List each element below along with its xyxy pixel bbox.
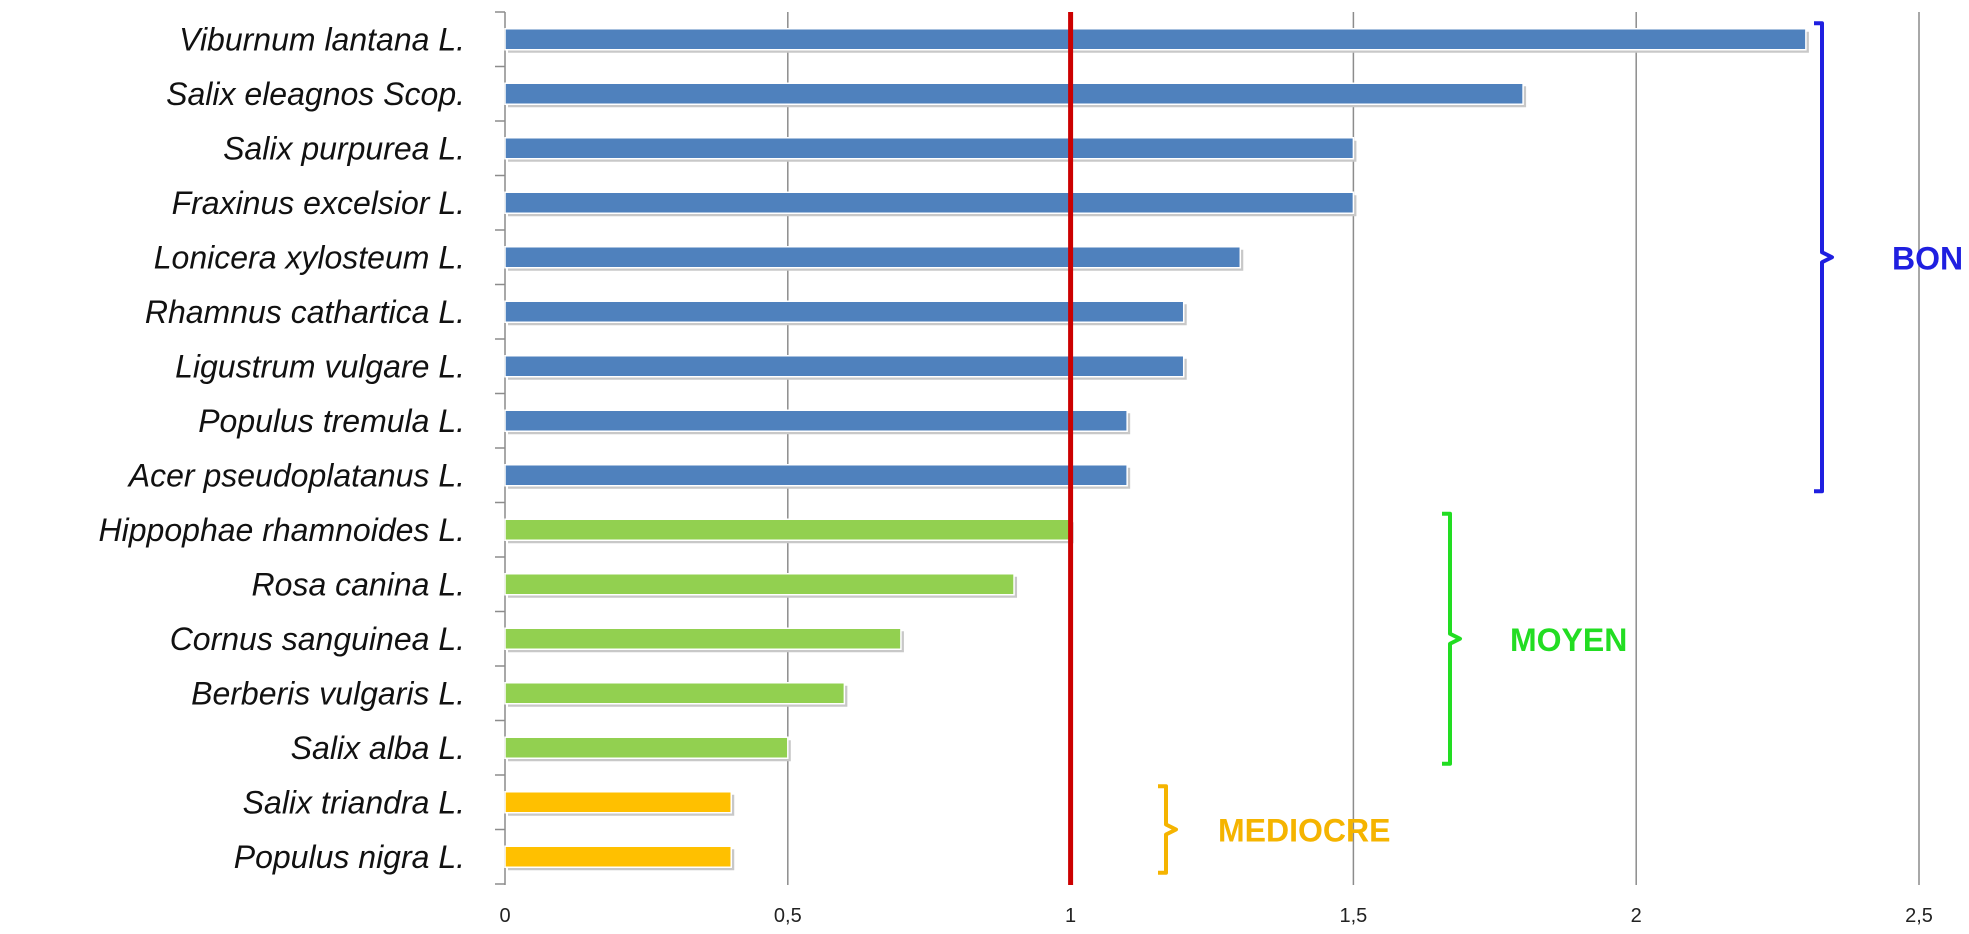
category-label: Berberis vulgaris L. xyxy=(191,675,465,711)
bar xyxy=(504,573,1015,596)
x-tick-label: 1,5 xyxy=(1339,905,1367,927)
bars xyxy=(504,28,1809,871)
bar xyxy=(504,627,902,650)
x-tick-label: 1 xyxy=(1065,905,1076,927)
group-bracket-mediocre xyxy=(1158,784,1178,875)
bar xyxy=(504,518,1072,541)
category-labels: Viburnum lantana L. Salix eleagnos Scop. S… xyxy=(99,21,465,875)
group-label-mediocre: MEDIOCRE xyxy=(1218,813,1390,849)
bar xyxy=(504,137,1355,160)
category-label: Rhamnus cathartica L. xyxy=(145,294,465,330)
group-label-moyen: MOYEN xyxy=(1510,622,1627,658)
x-tick-label: 0 xyxy=(499,905,510,927)
bar xyxy=(504,682,846,705)
bar xyxy=(504,191,1355,214)
category-label: Ligustrum vulgare L. xyxy=(175,348,465,384)
category-label: Lonicera xylosteum L. xyxy=(154,239,465,275)
category-label: Viburnum lantana L. xyxy=(179,21,465,57)
group-bracket-moyen xyxy=(1442,511,1462,766)
bar xyxy=(504,464,1128,487)
bar xyxy=(504,28,1807,51)
group-brackets: BON MOYEN MEDIOCRE xyxy=(1158,21,1963,875)
bar xyxy=(504,845,732,868)
category-label: Salix alba L. xyxy=(291,730,465,766)
category-label: Salix eleagnos Scop. xyxy=(166,76,465,112)
x-tick-labels: 0 0,5 1 1,5 2 2,5 xyxy=(499,905,1932,927)
group-label-bon: BON xyxy=(1892,240,1963,276)
bar xyxy=(504,736,789,759)
bar xyxy=(504,246,1242,269)
bar xyxy=(504,791,732,814)
category-label: Salix triandra L. xyxy=(243,784,465,820)
category-label: Rosa canina L. xyxy=(252,566,465,602)
group-bracket-bon xyxy=(1814,21,1834,494)
category-label: Hippophae rhamnoides L. xyxy=(99,512,465,548)
category-label: Salix purpurea L. xyxy=(223,130,465,166)
x-tick-label: 2,5 xyxy=(1905,905,1933,927)
category-label: Fraxinus excelsior L. xyxy=(172,185,465,221)
category-label: Cornus sanguinea L. xyxy=(170,621,465,657)
x-tick-label: 0,5 xyxy=(774,905,802,927)
category-label: Populus tremula L. xyxy=(198,403,465,439)
bar xyxy=(504,300,1185,323)
bar xyxy=(504,82,1524,105)
y-axis xyxy=(495,11,506,885)
category-label: Populus nigra L. xyxy=(234,839,465,875)
category-label: Acer pseudoplatanus L. xyxy=(127,457,465,493)
bar xyxy=(504,409,1128,432)
bar xyxy=(504,355,1185,378)
x-tick-label: 2 xyxy=(1631,905,1642,927)
